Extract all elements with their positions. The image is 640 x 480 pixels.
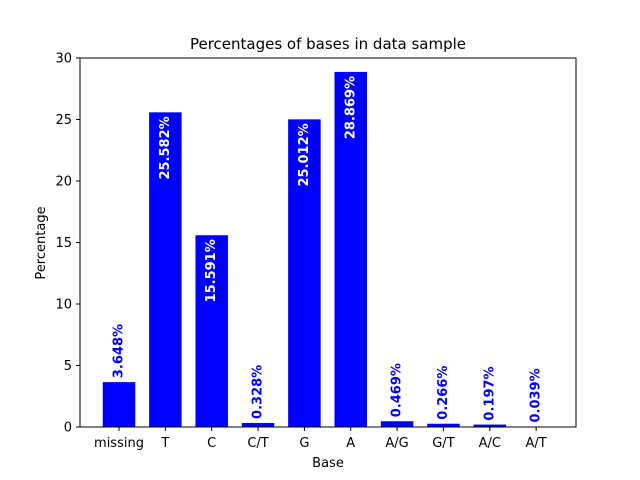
y-axis-ticks: 0 5 10 15 20 25 30 [55, 52, 80, 436]
plot-frame [79, 57, 577, 428]
data-label: 0.197% [482, 366, 497, 420]
data-label: 0.039% [529, 368, 544, 422]
y-tick-label: 0 [64, 421, 72, 436]
data-label: 0.469% [390, 363, 405, 417]
x-tick-label: A/C [479, 436, 501, 451]
bars-group [102, 71, 553, 427]
data-label: 25.582% [158, 116, 173, 179]
data-label: 0.328% [251, 365, 266, 419]
x-tick-label: T [160, 436, 169, 451]
bar-missing [102, 382, 136, 427]
y-tick-label: 5 [64, 359, 72, 374]
x-tick-label: C [207, 436, 216, 451]
bar-g-t [427, 423, 460, 427]
y-tick-label: 20 [55, 175, 72, 190]
bar-t [149, 112, 182, 427]
bar-c [195, 235, 228, 427]
x-tick-label: missing [94, 436, 144, 451]
bar-c-t [241, 422, 275, 427]
y-tick-label: 25 [55, 113, 72, 128]
data-label: 25.012% [297, 123, 312, 186]
x-axis-label: Base [312, 456, 344, 471]
data-label: 0.266% [436, 366, 451, 420]
y-tick-label: 10 [55, 298, 72, 313]
bar-a [334, 71, 367, 427]
y-tick-label: 30 [55, 52, 72, 67]
bar-g [288, 119, 321, 427]
x-tick-label: A/T [526, 436, 547, 451]
data-label: 28.869% [343, 76, 358, 139]
x-tick-label: C/T [247, 436, 268, 451]
y-tick-label: 15 [55, 236, 72, 251]
x-tick-label: A/G [385, 436, 408, 451]
bar-a-c [473, 424, 507, 427]
data-label: 15.591% [204, 239, 219, 302]
chart-title: Percentages of bases in data sample [190, 35, 466, 53]
x-tick-label: G/T [432, 436, 454, 451]
y-axis-label: Percentage [34, 206, 49, 279]
data-label: 3.648% [112, 324, 127, 378]
bar-a-g [380, 421, 414, 427]
data-labels-group: 3.648% 25.582% 15.591% 0.328% 25.012% 28.869%… [112, 76, 544, 423]
x-tick-label: G [299, 436, 309, 451]
x-tick-label: A [346, 436, 355, 451]
x-axis-ticks: missing T C C/T G A A/G G/T A/C A/T [94, 427, 547, 451]
